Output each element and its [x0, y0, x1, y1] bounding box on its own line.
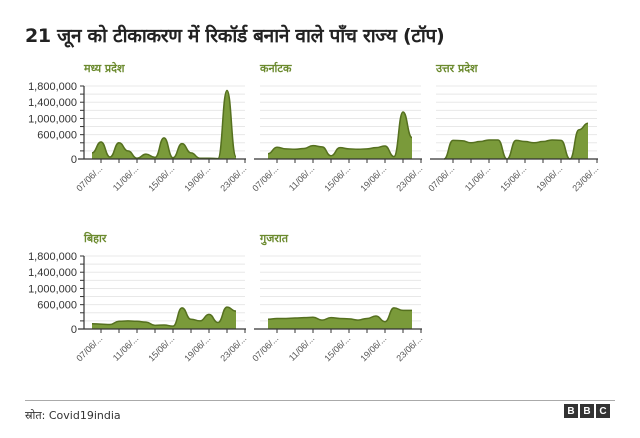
area-line [267, 111, 413, 158]
y-tick-label: 1,000,000 [28, 283, 77, 295]
x-tick-label: 11/06/... [287, 163, 317, 193]
y-tick-label: 600,000 [37, 130, 77, 142]
x-tick-label: 07/06/... [426, 163, 456, 193]
x-tick-label: 07/06/... [250, 163, 280, 193]
panel-title: उत्तर प्रदेश [436, 62, 478, 75]
area-chart: 07/06/... 11/06/... 15/06/... 19/06/... 23/0… [28, 251, 248, 363]
x-tick-label: 15/06/... [146, 333, 176, 363]
x-tick-label: 07/06/... [74, 333, 104, 363]
area-chart: 07/06/... 11/06/... 15/06/... 19/06/... 23/0… [28, 81, 248, 193]
x-tick-label: 15/06/... [322, 333, 352, 363]
panel-karnataka: कर्नाटक 07/06/... 11/06/... 15/06/... 19/06… [176, 55, 436, 220]
x-tick-label: 11/06/... [111, 333, 141, 363]
x-tick-label: 15/06/... [498, 163, 528, 193]
area-fill [92, 307, 236, 329]
source-text: स्रोत: Covid19india [25, 409, 121, 422]
y-tick-label: 1,400,000 [28, 267, 77, 279]
x-tick-label: 15/06/... [146, 163, 176, 193]
area-line [91, 306, 237, 327]
x-tick-label: 11/06/... [111, 163, 141, 193]
y-tick-label: 0 [71, 324, 77, 336]
area-fill [268, 111, 412, 159]
bbc-logo-letter: B [564, 404, 578, 418]
y-tick-label: 1,800,000 [28, 251, 77, 263]
chart-title: 21 जून को टीकाकरण में रिकॉर्ड बनाने वाले… [25, 25, 445, 47]
panel-madhya-pradesh: मध्य प्रदेश 07/06/... 11/06/... 15/06/... 1… [0, 55, 260, 220]
x-tick-label: 15/06/... [322, 163, 352, 193]
x-tick-label: 11/06/... [287, 333, 317, 363]
x-tick-label: 07/06/... [250, 333, 280, 363]
panel-title: कर्नाटक [260, 62, 292, 75]
panel-title: मध्य प्रदेश [84, 62, 125, 75]
bbc-logo-letter: C [596, 404, 610, 418]
area-chart: 07/06/... 11/06/... 15/06/... 19/06/... 23/0… [250, 255, 424, 363]
x-tick-label: 19/06/... [534, 163, 564, 193]
x-tick-label: 23/06/... [570, 163, 600, 193]
x-tick-label: 19/06/... [358, 333, 388, 363]
area-fill [92, 90, 236, 159]
area-line [267, 307, 412, 323]
area-chart: 07/06/... 11/06/... 15/06/... 19/06/... 23/0… [250, 85, 424, 193]
footer-divider [25, 400, 615, 401]
area-fill [444, 123, 588, 159]
x-tick-label: 23/06/... [394, 333, 424, 363]
x-tick-label: 11/06/... [463, 163, 493, 193]
y-tick-label: 1,000,000 [28, 113, 77, 125]
y-tick-label: 1,800,000 [28, 81, 77, 93]
panel-title: बिहार [84, 232, 107, 245]
bbc-logo: B B C [564, 404, 610, 418]
y-tick-label: 1,400,000 [28, 97, 77, 109]
area-fill [268, 307, 412, 329]
bbc-logo-letter: B [580, 404, 594, 418]
panel-bihar: बिहार 07/06/... 11/06/... 15/06/... 19/06/.… [0, 225, 260, 390]
area-line [443, 122, 589, 160]
area-line [91, 89, 237, 160]
y-tick-label: 600,000 [37, 300, 77, 312]
x-tick-label: 07/06/... [74, 163, 104, 193]
area-chart: 07/06/... 11/06/... 15/06/... 19/06/... 23/0… [426, 85, 600, 193]
panel-gujarat: गुजरात 07/06/... 11/06/... 15/06/... 19/06/… [176, 225, 436, 390]
panel-title: गुजरात [260, 232, 288, 245]
panel-uttar-pradesh: उत्तर प्रदेश 07/06/... 11/06/... 15/06/...… [352, 55, 612, 220]
y-tick-label: 0 [71, 154, 77, 166]
